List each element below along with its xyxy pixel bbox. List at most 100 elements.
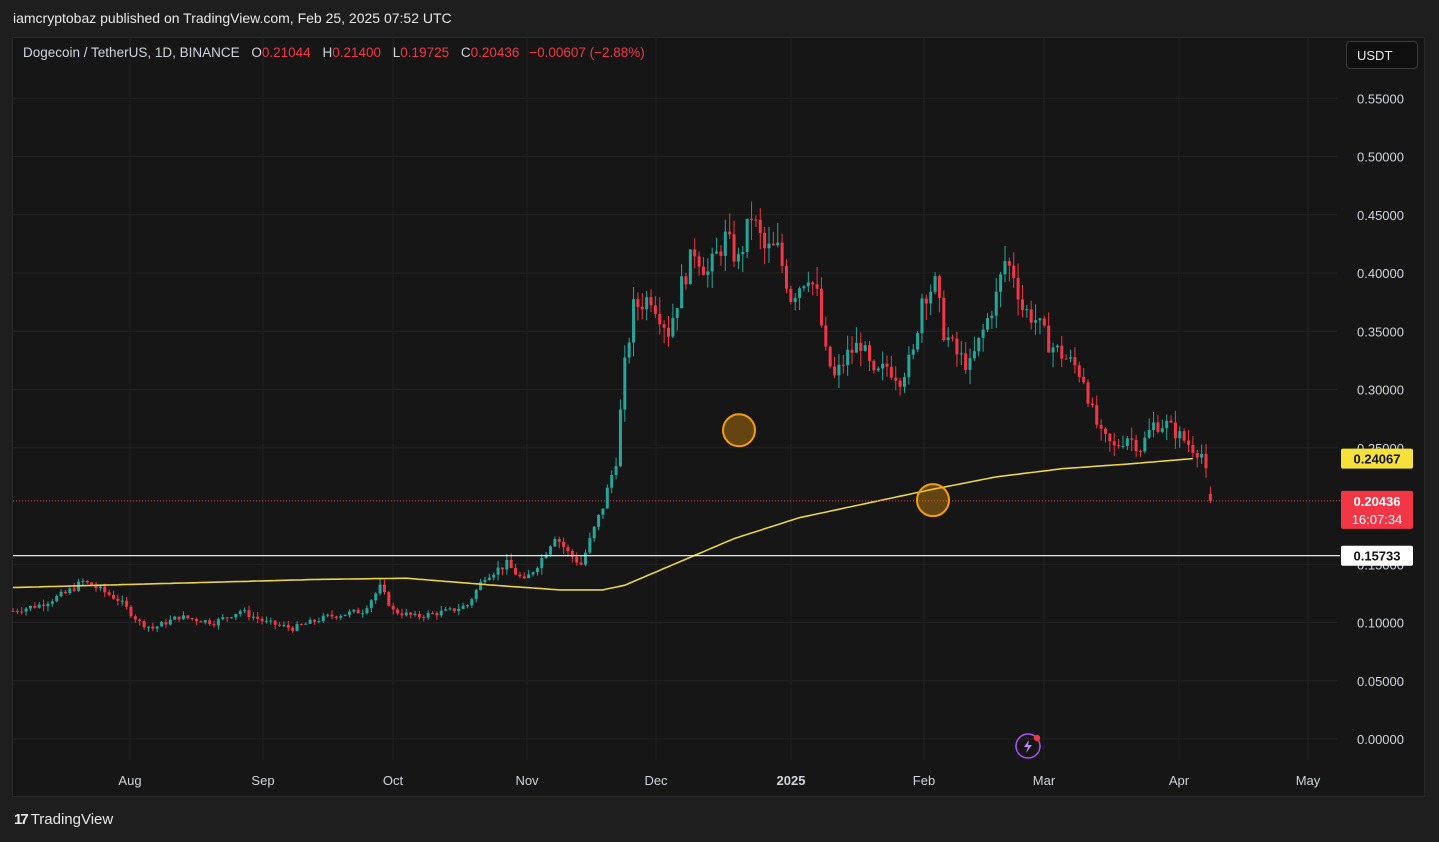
candle-body xyxy=(680,276,684,309)
candle-body xyxy=(671,317,675,337)
candle-body xyxy=(640,306,644,310)
candle-body xyxy=(907,354,911,378)
candle-body xyxy=(549,546,553,555)
candle-body xyxy=(273,620,277,625)
candle-body xyxy=(728,231,732,235)
candle-body xyxy=(1169,420,1173,423)
candle-body xyxy=(771,243,775,246)
candle-body xyxy=(924,298,928,304)
chart-frame[interactable] xyxy=(12,37,1425,797)
candle-body xyxy=(452,608,456,612)
x-tick-label: Oct xyxy=(383,773,404,788)
candle-body xyxy=(986,318,990,330)
candle-body xyxy=(623,357,627,410)
candle-body xyxy=(146,626,150,628)
tradingview-brand[interactable]: 17 TradingView xyxy=(14,811,113,828)
candle-body xyxy=(404,612,408,616)
candle-body xyxy=(597,514,601,527)
candle-body xyxy=(391,605,395,610)
candle-body xyxy=(352,609,356,612)
x-axis-labels: Aug Sep Oct Nov Dec 2025 Feb Mar Apr May xyxy=(118,773,1320,788)
x-tick-label: May xyxy=(1296,773,1321,788)
open-value: 0.21044 xyxy=(261,45,311,60)
candle-body xyxy=(859,342,863,351)
candle-body xyxy=(85,580,89,583)
candle-body xyxy=(72,588,76,591)
close-label: C xyxy=(460,45,471,60)
x-tick-label: Sep xyxy=(251,773,274,788)
candle-body xyxy=(160,622,164,627)
candle-body xyxy=(750,218,754,220)
candle-body xyxy=(719,251,723,256)
candle-body xyxy=(225,617,229,619)
x-tick-label: Apr xyxy=(1169,773,1190,788)
y-tick-label: 0.05000 xyxy=(1357,674,1404,689)
candle-body xyxy=(474,589,478,600)
candle-body xyxy=(24,608,28,612)
candle-body xyxy=(431,612,435,614)
price-tag: 0.15733 xyxy=(1341,545,1413,566)
candle-body xyxy=(540,558,544,569)
candle-body xyxy=(819,288,823,326)
candle-body xyxy=(413,613,417,615)
candle-body xyxy=(776,242,780,246)
candle-body xyxy=(155,626,159,629)
candle-body xyxy=(483,579,487,582)
candle-body xyxy=(304,623,308,625)
candle-body xyxy=(802,286,806,289)
candle-body xyxy=(1112,441,1116,446)
svg-text:0.20436: 0.20436 xyxy=(1354,494,1401,509)
candle-body xyxy=(588,538,592,553)
candle-body xyxy=(649,297,653,306)
candle-body xyxy=(951,337,955,339)
candle-body xyxy=(1060,345,1064,359)
candle-body xyxy=(1020,299,1024,311)
candle-body xyxy=(396,609,400,614)
candle-body xyxy=(33,605,37,608)
candle-body xyxy=(754,219,758,221)
candle-body xyxy=(1108,433,1112,442)
candle-body xyxy=(216,619,220,626)
low-value: 0.19725 xyxy=(400,45,450,60)
candle-body xyxy=(500,567,504,570)
candle-body xyxy=(1130,438,1134,440)
currency-unit-button[interactable]: USDT xyxy=(1346,41,1418,69)
candle-body xyxy=(190,618,194,620)
candle-body xyxy=(1178,431,1182,439)
candle-body xyxy=(247,610,251,618)
candle-body xyxy=(837,364,841,376)
candle-body xyxy=(1090,403,1094,406)
candle-body xyxy=(112,594,116,599)
candle-body xyxy=(610,474,614,488)
candle-body xyxy=(243,610,247,612)
y-tick-label: 0.45000 xyxy=(1357,208,1404,223)
candle-body xyxy=(1029,309,1033,323)
candle-body xyxy=(374,593,378,601)
candle-body xyxy=(339,616,343,618)
moving-average-line xyxy=(12,457,1193,591)
candle-body xyxy=(898,380,902,387)
candle-body xyxy=(1138,451,1142,453)
candle-body xyxy=(592,526,596,539)
candle-body xyxy=(793,297,797,302)
candle-body xyxy=(334,616,338,618)
chart-grid xyxy=(13,37,1337,760)
candle-body xyxy=(151,626,155,629)
brand-label: TradingView xyxy=(30,811,114,828)
candle-body xyxy=(710,253,714,272)
candle-body xyxy=(872,360,876,371)
circle-markers xyxy=(722,413,950,518)
candle-body xyxy=(618,409,622,467)
candle-body xyxy=(798,288,802,298)
y-tick-label: 0.10000 xyxy=(1357,616,1404,631)
y-tick-label: 0.30000 xyxy=(1357,383,1404,398)
candle-body xyxy=(361,613,365,615)
candle-body xyxy=(1007,261,1011,266)
candle-body xyxy=(994,291,998,316)
candle-body xyxy=(535,568,539,573)
candle-body xyxy=(203,620,207,623)
candle-body xyxy=(824,325,828,347)
candle-body xyxy=(527,574,531,579)
y-tick-label: 0.35000 xyxy=(1357,324,1404,339)
